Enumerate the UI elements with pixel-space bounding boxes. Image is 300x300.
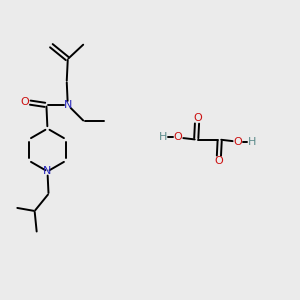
Text: N: N: [64, 100, 72, 110]
Text: O: O: [193, 113, 202, 123]
Text: H: H: [159, 133, 167, 142]
Text: O: O: [214, 156, 223, 166]
Text: O: O: [174, 133, 182, 142]
Text: H: H: [248, 137, 256, 147]
Text: O: O: [21, 97, 29, 107]
Text: O: O: [233, 137, 242, 147]
Text: N: N: [43, 167, 52, 176]
